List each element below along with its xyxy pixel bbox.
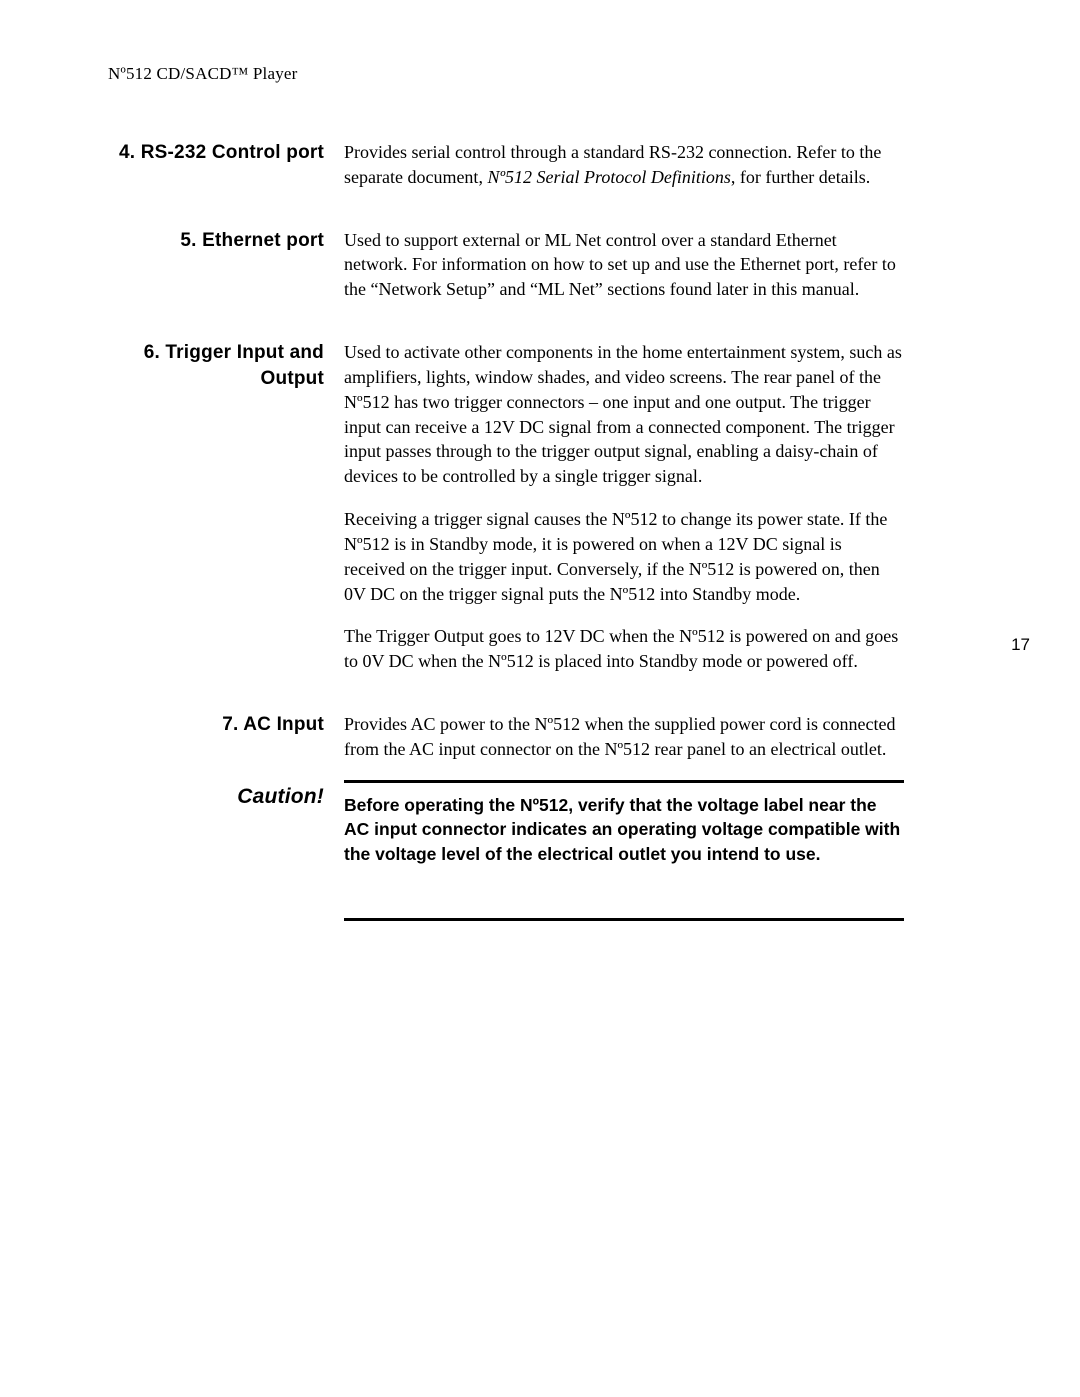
entry-body: Used to activate other components in the… [344,340,904,674]
text-run: Used to activate other components in the… [344,342,902,486]
page-number: 17 [1011,635,1030,655]
paragraph: Provides AC power to the Nº512 when the … [344,712,904,762]
caution-label-col: Caution! [108,783,344,811]
entry-body: Used to support external or ML Net contr… [344,228,904,302]
entry-body: Provides AC power to the Nº512 when the … [344,712,904,762]
manual-entry: 5. Ethernet port Used to support external… [108,228,990,302]
manual-entry: 6. Trigger Input and Output Used to activ… [108,340,990,674]
text-run: The Trigger Output goes to 12V DC when t… [344,626,898,671]
caution-block: Caution! Before operating the Nº512, ver… [108,783,990,881]
entry-label-col: 4. RS-232 Control port [108,140,344,166]
caution-body: Before operating the Nº512, verify that … [344,783,904,881]
content-entries: 4. RS-232 Control port Provides serial co… [108,140,990,762]
paragraph: Receiving a trigger signal causes the Nº… [344,507,904,606]
entry-label: 7. AC Input [222,714,324,735]
caution-label: Caution! [237,785,324,808]
entry-label-col: 7. AC Input [108,712,344,738]
text-run: Receiving a trigger signal causes the Nº… [344,509,887,603]
paragraph: Used to support external or ML Net contr… [344,228,904,302]
entry-label: 5. Ethernet port [180,230,324,251]
text-run: Provides AC power to the Nº512 when the … [344,714,895,759]
manual-entry: 4. RS-232 Control port Provides serial co… [108,140,990,190]
entry-label: 4. RS-232 Control port [119,142,324,163]
caution-rule-bottom [344,918,904,921]
text-run: , for further details. [731,167,870,187]
entry-label-col: 6. Trigger Input and Output [108,340,344,391]
manual-entry: 7. AC Input Provides AC power to the Nº51… [108,712,990,762]
doc-title-ref: Nº512 Serial Protocol Definitions [487,167,730,187]
entry-body: Provides serial control through a standa… [344,140,904,190]
paragraph: The Trigger Output goes to 12V DC when t… [344,624,904,674]
text-run: Used to support external or ML Net contr… [344,230,896,300]
entry-label-col: 5. Ethernet port [108,228,344,254]
paragraph: Used to activate other components in the… [344,340,904,489]
entry-label: 6. Trigger Input and Output [144,342,324,389]
running-header: Nº512 CD/SACD™ Player [108,64,990,84]
paragraph: Provides serial control through a standa… [344,140,904,190]
page: Nº512 CD/SACD™ Player 4. RS-232 Control … [0,0,1080,1397]
